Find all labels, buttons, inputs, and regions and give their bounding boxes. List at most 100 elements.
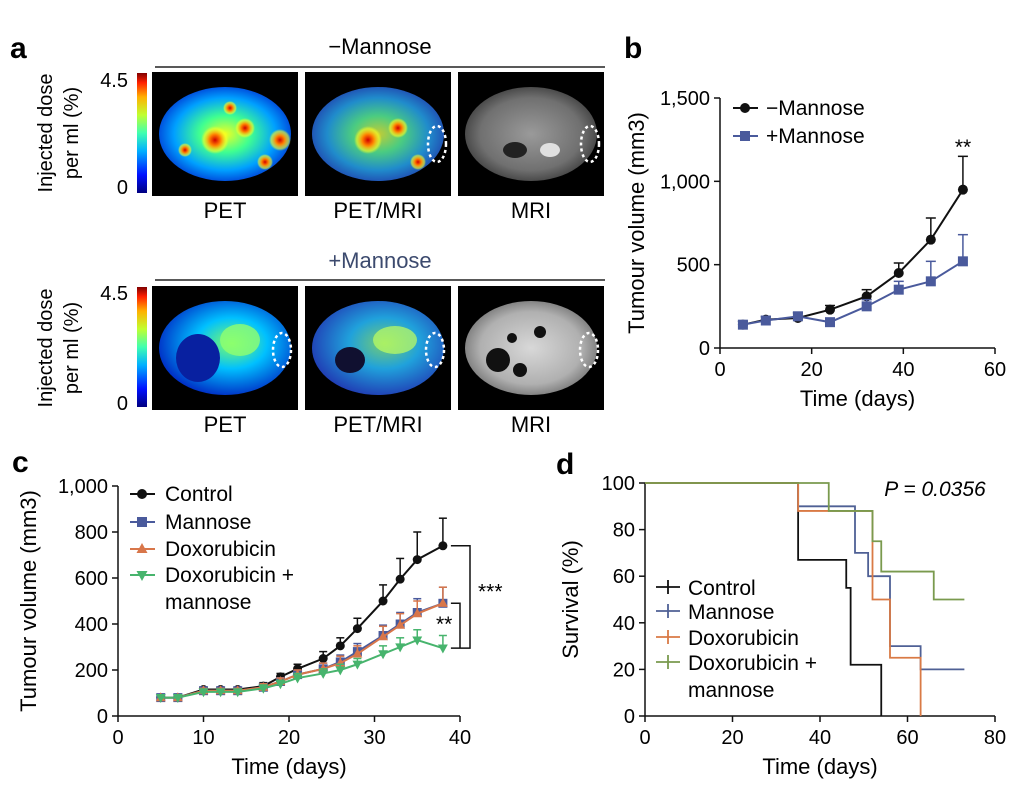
x-axis-title: Time (days) (231, 754, 346, 779)
x-tick-label: 0 (639, 727, 650, 749)
x-tick-label: 60 (984, 359, 1006, 381)
legend-label: −Mannose (766, 97, 865, 120)
image-label-mri: MRI (511, 412, 551, 437)
survival-curve (645, 482, 965, 601)
legend-label: mannose (688, 679, 774, 702)
row-title-plus-mannose: +Mannose (328, 248, 431, 273)
data-point (893, 268, 904, 278)
x-tick-label: 20 (721, 727, 743, 749)
legend-label: Doxorubicin + (688, 652, 817, 675)
data-point (352, 648, 363, 658)
y-tick-label: 0 (97, 706, 108, 728)
data-point (825, 317, 835, 328)
legend-marker (136, 571, 148, 581)
legend-label: Doxorubicin (688, 627, 799, 650)
mri-bright-region (540, 143, 560, 157)
petmri-warm-region (373, 326, 417, 354)
pet-hotspot (257, 154, 273, 170)
data-point (957, 256, 968, 267)
legend-label: Doxorubicin (165, 538, 276, 561)
data-point (395, 619, 406, 629)
colorbar (137, 287, 147, 407)
data-point (335, 666, 346, 676)
legend-label: Control (165, 483, 233, 506)
mri-dark-region (507, 333, 517, 343)
data-point (760, 315, 771, 326)
data-point (925, 276, 936, 287)
y-tick-label: 500 (677, 255, 710, 277)
tumour-outline (579, 124, 601, 164)
colorbar-title-line1: Injected dose (35, 289, 57, 408)
colorbar-bottom: 4.5 0 Injected dose per ml (%) (35, 283, 147, 415)
y-tick-label: 40 (613, 613, 635, 635)
image-mri-minus (458, 72, 604, 196)
data-point (275, 680, 286, 690)
colorbar-min: 0 (117, 177, 128, 199)
image-mri-plus (458, 286, 604, 410)
y-tick-label: 0 (624, 706, 635, 728)
data-point (893, 284, 904, 295)
mri-dark-region (534, 326, 546, 338)
panel-d-label: d (556, 448, 574, 481)
x-tick-label: 40 (809, 727, 831, 749)
data-point (352, 660, 363, 670)
image-petmri-plus (305, 286, 451, 410)
y-axis-title: Tumour volume (mm3) (624, 112, 649, 334)
data-point (437, 597, 448, 607)
x-tick-label: 40 (449, 727, 471, 749)
image-label-petmri: PET/MRI (333, 412, 422, 437)
legend-marker (740, 131, 750, 141)
significance-bracket-inner (450, 602, 461, 649)
data-point (198, 688, 209, 698)
data-point (155, 694, 166, 703)
data-point (437, 644, 448, 654)
legend-marker (740, 103, 750, 113)
tumour-outline (426, 124, 448, 164)
colorbar-title-line2: per ml (%) (61, 302, 83, 394)
y-tick-label: 200 (75, 660, 108, 682)
y-tick-label: 1,000 (58, 476, 108, 498)
x-tick-label: 10 (192, 727, 214, 749)
legend-label: Mannose (165, 511, 251, 534)
panel-a-label: a (10, 32, 27, 65)
data-point (957, 184, 968, 195)
data-point (318, 669, 329, 679)
x-tick-label: 0 (714, 359, 725, 381)
y-tick-label: 100 (602, 473, 635, 495)
series-line (742, 189, 964, 326)
x-tick-label: 30 (363, 727, 385, 749)
panel-b: b 0 20 40 60 0 500 1,000 1,500 Time (days) Tumour… (624, 32, 1006, 411)
data-point (378, 650, 388, 660)
pet-hotspot (235, 118, 255, 138)
chart-d: 0 20 40 60 80 0 20 40 60 80 100 Time (days) Survival… (558, 473, 1006, 779)
y-tick-label: 1,500 (660, 88, 710, 110)
colorbar-max: 4.5 (100, 70, 128, 92)
data-point (395, 574, 405, 584)
y-tick-label: 60 (613, 566, 635, 588)
series-line (742, 260, 964, 326)
y-tick-label: 20 (613, 659, 635, 681)
row-title-minus-mannose: −Mannose (328, 34, 431, 59)
y-axis-title: Tumour volume (mm3) (16, 490, 41, 712)
legend-label: +Mannose (766, 125, 865, 148)
data-point (825, 304, 835, 315)
petmri-hotspot (354, 126, 382, 154)
x-tick-label: 20 (278, 727, 300, 749)
mri-body (465, 87, 597, 181)
colorbar-min: 0 (117, 393, 128, 415)
data-point (292, 674, 303, 684)
colorbar-title-line1: Injected dose (35, 74, 57, 193)
data-point (378, 596, 388, 606)
colorbar-top: 4.5 0 Injected dose per ml (%) (35, 70, 147, 199)
image-pet-minus (152, 72, 298, 196)
tumour-outline (424, 331, 446, 369)
legend-marker (137, 517, 147, 527)
colorbar-max: 4.5 (100, 283, 128, 305)
x-axis-title: Time (days) (800, 386, 915, 411)
image-label-pet: PET (204, 412, 247, 437)
data-point (412, 608, 423, 618)
data-point (861, 301, 872, 312)
series-doxorubicin (645, 482, 922, 716)
legend-marker (136, 543, 148, 553)
